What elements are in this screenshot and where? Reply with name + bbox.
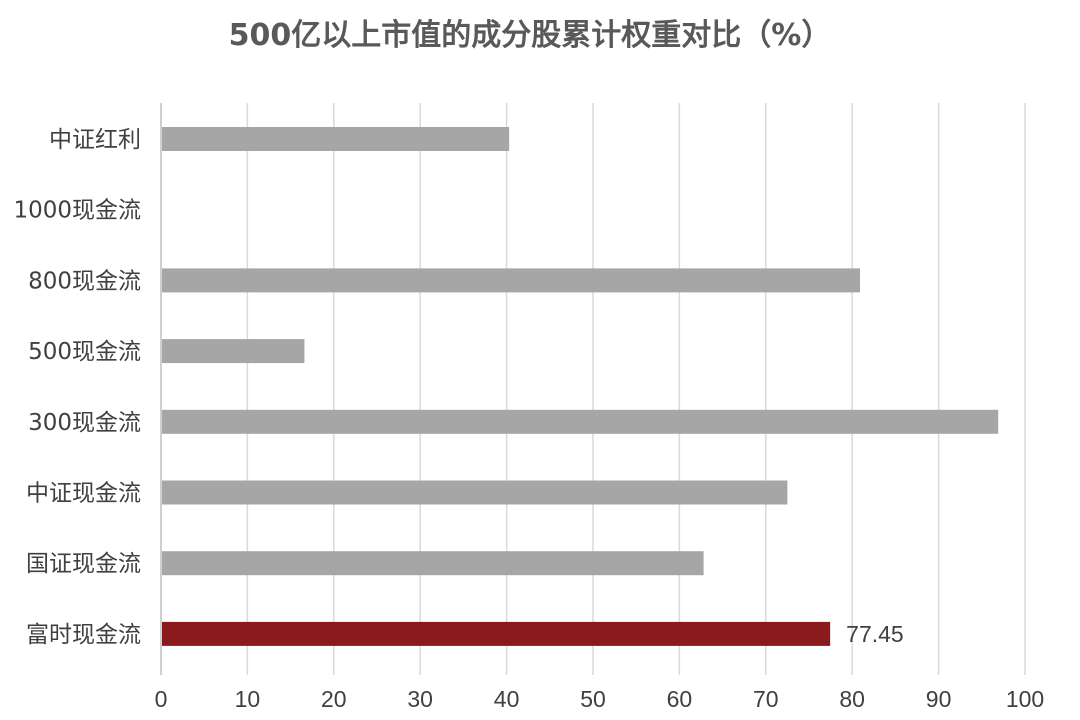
category-label: 800现金流	[28, 268, 141, 294]
x-tick-label: 50	[580, 686, 606, 712]
x-tick-label: 10	[235, 686, 261, 712]
gridlines	[246, 103, 1026, 675]
category-label: 中证现金流	[26, 481, 141, 507]
data-label: 77.45	[846, 621, 904, 647]
x-tick-label: 40	[494, 686, 520, 712]
category-label: 500现金流	[28, 339, 141, 365]
category-label: 300现金流	[28, 410, 141, 436]
bar	[162, 268, 860, 293]
x-tick-label: 100	[1006, 686, 1044, 712]
x-tick-label: 90	[926, 686, 952, 712]
category-label: 中证红利	[49, 127, 141, 153]
category-labels: 中证红利 1000现金流 800现金流 500现金流 300现金流中证现金流国证现金流富…	[13, 127, 141, 648]
bar	[162, 127, 510, 151]
x-tick-label: 20	[321, 686, 347, 712]
bar	[162, 621, 831, 646]
bar	[162, 551, 704, 576]
bar	[162, 480, 788, 505]
bars	[162, 127, 999, 646]
category-label: 富时现金流	[26, 622, 141, 648]
x-tick-label: 70	[753, 686, 779, 712]
x-tick-label: 80	[839, 686, 865, 712]
x-tick-label: 0	[155, 686, 168, 712]
data-labels: 77.45	[846, 621, 904, 647]
tick-labels: 0 10 20 30 40 50 60 70 80 90 100	[155, 686, 1045, 712]
x-tick-label: 30	[407, 686, 433, 712]
x-tick-label: 60	[667, 686, 693, 712]
bar	[162, 409, 999, 434]
bar	[162, 339, 305, 364]
category-label: 1000现金流	[13, 198, 141, 224]
category-label: 国证现金流	[26, 551, 141, 577]
chart-title: 500亿以上市值的成分股累计权重对比（%）	[228, 18, 832, 53]
